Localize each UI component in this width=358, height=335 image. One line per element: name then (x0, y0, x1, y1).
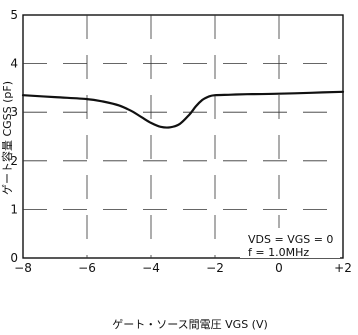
y-tick-label: 2 (10, 154, 18, 168)
x-tick-label: 0 (275, 261, 283, 275)
y-tick-label: 4 (10, 57, 18, 71)
tick-labels: −8 −6 −4 −2 0 +2 0 1 2 3 4 5 (10, 8, 351, 275)
capacitance-curve (21, 90, 345, 129)
y-axis-label: ゲート容量 CGSS (pF) (0, 81, 14, 195)
condition-frequency: f = 1.0MHz (248, 246, 309, 259)
y-tick-label: 5 (10, 8, 18, 22)
y-tick-label: 3 (10, 105, 18, 119)
y-tick-label: 0 (10, 251, 18, 265)
x-tick-label: −4 (142, 261, 160, 275)
conditions-box (240, 228, 340, 258)
x-tick-label: +2 (334, 261, 352, 275)
y-tick-label: 1 (10, 202, 18, 216)
x-axis-label: ゲート・ソース間電圧 VGS (V) (112, 318, 268, 331)
condition-bias: VDS = VGS = 0 (248, 233, 333, 246)
x-tick-label: −2 (206, 261, 224, 275)
x-tick-label: −6 (78, 261, 96, 275)
grid (23, 15, 343, 258)
plot-frame (22, 14, 344, 259)
x-tick-label: −8 (14, 261, 32, 275)
